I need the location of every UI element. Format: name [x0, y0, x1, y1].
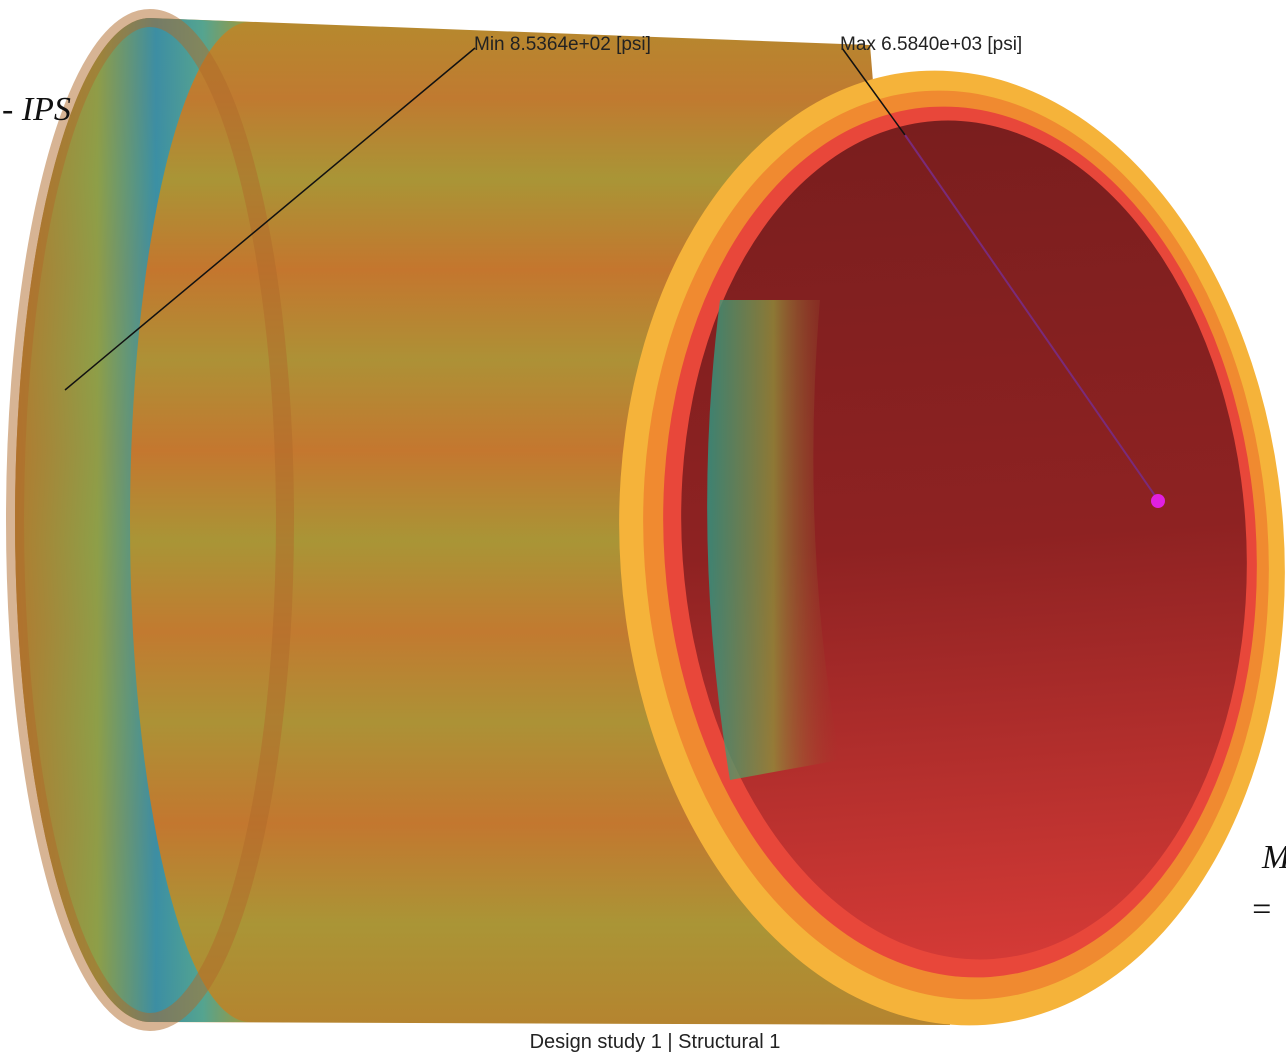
- stress-plot: Min 8.5364e+02 [psi] Max 6.5840e+03 [psi…: [0, 0, 1286, 1055]
- edge-text: - IPS: [2, 91, 71, 128]
- edge-text: M: [1261, 839, 1286, 876]
- page: {"annotations": {"min": "Min 8.5364e+02 …: [0, 0, 1286, 1055]
- caption: Design study 1 | Structural 1: [530, 1031, 781, 1053]
- max-point: [1151, 494, 1165, 508]
- min-label: Min 8.5364e+02 [psi]: [474, 34, 651, 55]
- edge-text: =: [1250, 891, 1273, 928]
- max-label: Max 6.5840e+03 [psi]: [840, 34, 1022, 55]
